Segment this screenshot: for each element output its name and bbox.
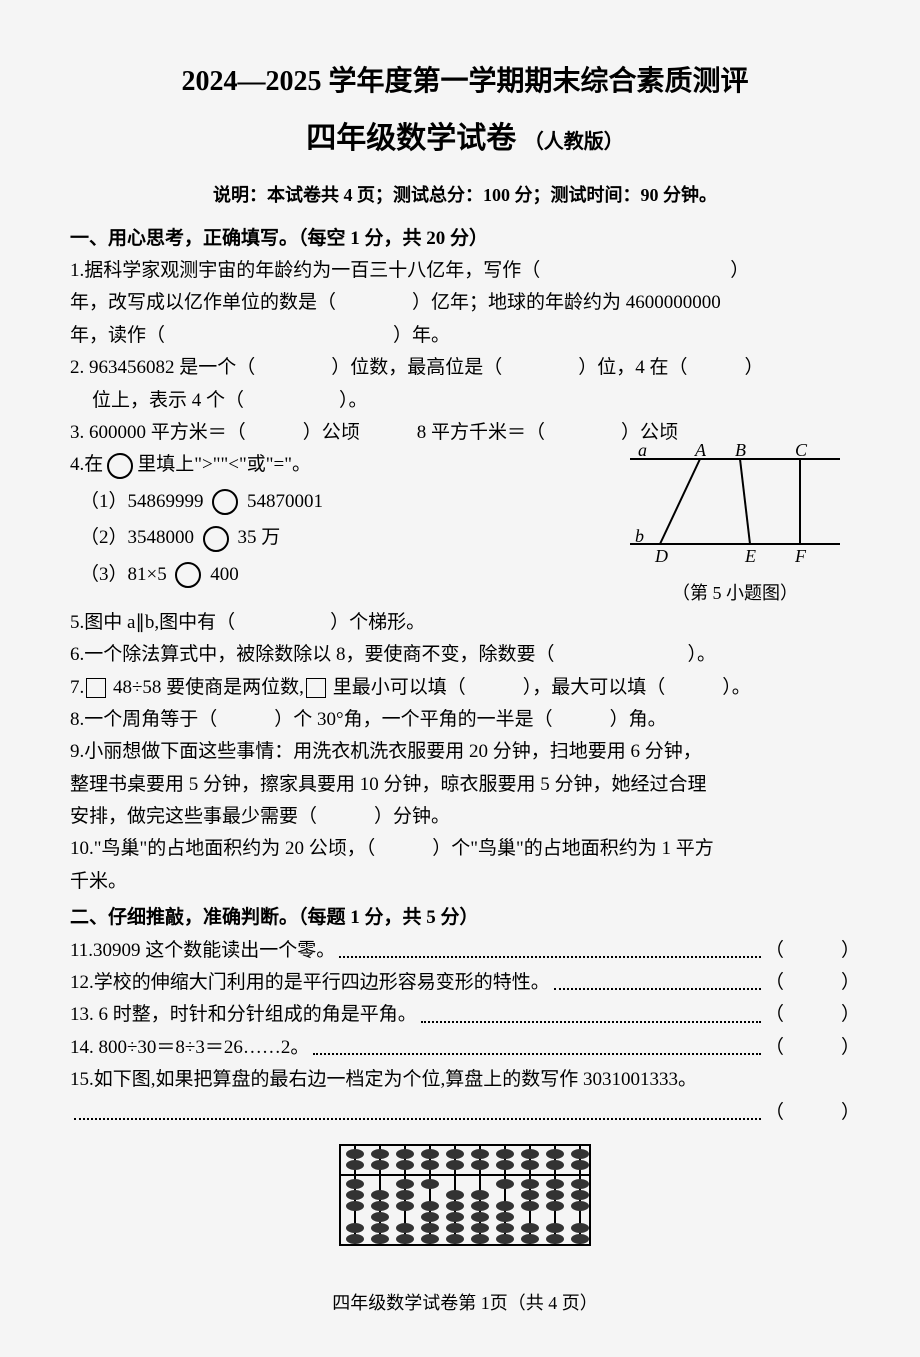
- q14-text: 14. 800÷30＝8÷3＝26……2。: [70, 1033, 309, 1063]
- dots: [74, 1098, 761, 1120]
- instructions: 说明：本试卷共 4 页；测试总分：100 分；测试时间：90 分钟。: [70, 181, 860, 210]
- paren: （ ）: [765, 1000, 860, 1030]
- dots: [421, 1000, 761, 1022]
- dots: [554, 968, 761, 990]
- q7a: 7.: [70, 677, 84, 698]
- q10-l1: 10."鸟巢"的占地面积约为 20 公顷，（ ）个"鸟巢"的占地面积约为 1 平…: [70, 834, 860, 864]
- q2-l1: 2. 963456082 是一个（ ）位数，最高位是（ ）位，4 在（ ）: [70, 353, 860, 383]
- q5-diagram: a A B C b D E F: [620, 444, 850, 564]
- q7c: 里最小可以填（ ），最大可以填（ ）。: [328, 677, 751, 698]
- paren: （ ）: [765, 936, 860, 966]
- q10-l2: 千米。: [70, 867, 860, 897]
- q1-l2: 年，改写成以亿作单位的数是（ ）亿年；地球的年龄约为 4600000000: [70, 288, 860, 318]
- section1-title: 一、用心思考，正确填写。（每空 1 分，共 20 分）: [70, 224, 860, 254]
- q7: 7. 48÷58 要使商是两位数, 里最小可以填（ ），最大可以填（ ）。: [70, 673, 860, 703]
- q4-2a: （2）3548000: [80, 527, 199, 548]
- q4-1: （1）54869999 54870001: [80, 487, 610, 517]
- dots: [313, 1033, 761, 1055]
- q4-2b: 35 万: [233, 527, 281, 548]
- title-sub-text: 四年级数学试卷: [306, 122, 516, 155]
- q15: 15.如下图,如果把算盘的最右边一档定为个位,算盘上的数写作 303100133…: [70, 1065, 860, 1095]
- q6: 6.一个除法算式中，被除数除以 8，要使商不变，除数要（ ）。: [70, 640, 860, 670]
- diagram-caption: （第 5 小题图）: [610, 579, 860, 608]
- q4-3: （3）81×5 400: [80, 560, 610, 590]
- q9-l3: 安排，做完这些事最少需要（ ）分钟。: [70, 802, 860, 832]
- q9-l2: 整理书桌要用 5 分钟，擦家具要用 10 分钟，晾衣服要用 5 分钟，她经过合理: [70, 770, 860, 800]
- box-icon: [86, 678, 106, 698]
- section2-title: 二、仔细推敲，准确判断。（每题 1 分，共 5 分）: [70, 903, 860, 933]
- box-icon: [306, 678, 326, 698]
- q4-title: 4.在 里填上">""<"或"="。: [70, 450, 610, 480]
- q4-1b: 54870001: [242, 491, 323, 512]
- q3: 3. 600000 平方米＝（ ）公顷 8 平方千米＝（ ）公顷: [70, 418, 860, 448]
- q9-l1: 9.小丽想做下面这些事情：用洗衣机洗衣服要用 20 分钟，扫地要用 6 分钟，: [70, 737, 860, 767]
- paren: （ ）: [765, 1033, 860, 1063]
- paren: （ ）: [765, 1098, 860, 1128]
- q4-1a: （1）54869999: [80, 491, 208, 512]
- q4-3a: （3）81×5: [80, 564, 171, 585]
- q8: 8.一个周角等于（ ）个 30°角，一个平角的一半是（ ）角。: [70, 705, 860, 735]
- q4-2: （2）3548000 35 万: [80, 523, 610, 553]
- label-E: E: [744, 546, 756, 564]
- footer: 四年级数学试卷第 1页（共 4 页）: [70, 1289, 860, 1318]
- paren: （ ）: [765, 968, 860, 998]
- circle-icon: [212, 489, 238, 515]
- title-sub: 四年级数学试卷 （人教版）: [70, 115, 860, 163]
- q4-3b: 400: [205, 564, 238, 585]
- q12-text: 12.学校的伸缩大门利用的是平行四边形容易变形的特性。: [70, 968, 550, 998]
- q2-l2: 位上，表示 4 个（ ）。: [70, 386, 860, 416]
- dots: [339, 936, 761, 958]
- q1-l1: 1.据科学家观测宇宙的年龄约为一百三十八亿年，写作（ ）: [70, 256, 860, 286]
- label-F: F: [794, 546, 807, 564]
- q14: 14. 800÷30＝8÷3＝26……2。 （ ）: [70, 1033, 860, 1063]
- q15-paren: （ ）: [70, 1098, 860, 1128]
- q11-text: 11.30909 这个数能读出一个零。: [70, 936, 335, 966]
- q13: 13. 6 时整，时针和分针组成的角是平角。 （ ）: [70, 1000, 860, 1030]
- circle-icon: [107, 453, 133, 479]
- q11: 11.30909 这个数能读出一个零。 （ ）: [70, 936, 860, 966]
- q12: 12.学校的伸缩大门利用的是平行四边形容易变形的特性。 （ ）: [70, 968, 860, 998]
- abacus: [70, 1140, 860, 1259]
- label-b: b: [635, 526, 644, 546]
- q4-title-a: 4.在: [70, 454, 103, 475]
- circle-icon: [175, 562, 201, 588]
- label-D: D: [654, 546, 668, 564]
- q13-text: 13. 6 时整，时针和分针组成的角是平角。: [70, 1000, 417, 1030]
- circle-icon: [203, 526, 229, 552]
- q7b: 48÷58 要使商是两位数,: [108, 677, 304, 698]
- q1-l3: 年，读作（ ）年。: [70, 321, 860, 351]
- q4-title-b: 里填上">""<"或"="。: [137, 454, 311, 475]
- version: （人教版）: [524, 131, 624, 153]
- q5: 5.图中 a∥b,图中有（ ）个梯形。: [70, 608, 860, 638]
- title-main: 2024—2025 学年度第一学期期末综合素质测评: [70, 60, 860, 105]
